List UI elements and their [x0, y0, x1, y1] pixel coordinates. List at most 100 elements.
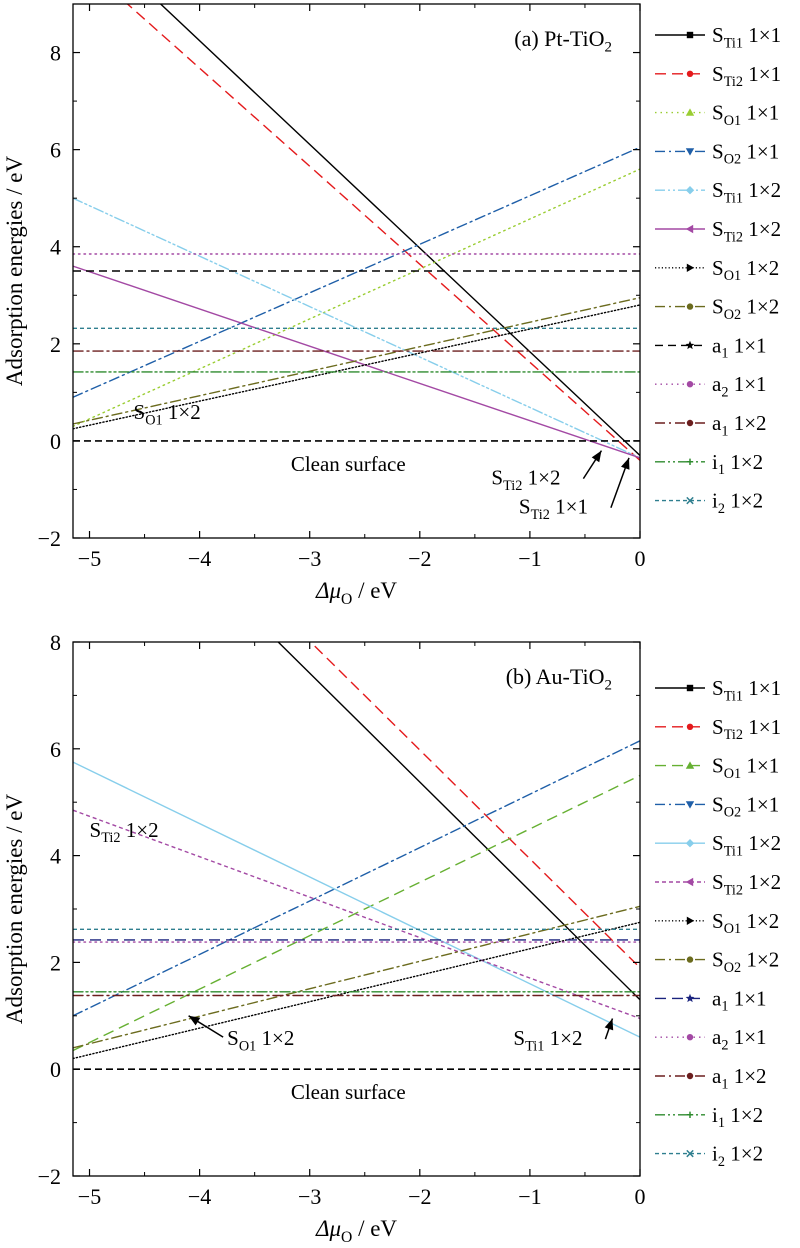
reference-line-label: Clean surface [291, 452, 406, 476]
legend-item-so1-1-1: SO1 1×1 [655, 754, 779, 782]
legend-marker [686, 458, 694, 465]
x-tick-label: −4 [188, 546, 211, 571]
annotation-arrow-head [591, 450, 602, 463]
series-line-sti2-1-2 [73, 809, 640, 1020]
legend-label: a2 1×1 [712, 372, 767, 400]
series-line-so1-1-1 [73, 168, 640, 428]
panel-b: Clean surface −5 −4 −3 −2 −1 0 −2 0 2 4 6 8 ΔμO / eV A… [2, 630, 781, 1246]
x-tick-label: −5 [78, 1184, 101, 1209]
legend-label: STi2 1×2 [712, 217, 781, 245]
y-tick-label: 0 [50, 1057, 61, 1082]
y-tick-label: 4 [50, 235, 61, 260]
legend-label: a1 1×1 [712, 986, 767, 1014]
x-tick-label: −1 [518, 1184, 541, 1209]
legend-item-sti1-1-1: STi1 1×1 [655, 676, 781, 704]
legend-item-a2-1-1: a2 1×1 [655, 372, 767, 400]
legend-item-i2-1-2: i2 1×2 [655, 489, 763, 517]
legend-marker [686, 70, 694, 78]
legend-marker [686, 263, 695, 272]
legend-marker [685, 877, 694, 887]
x-tick-label: 0 [635, 546, 646, 571]
plot-area [73, 4, 640, 461]
legend-marker [686, 496, 694, 505]
x-axis-label: ΔμO / eV [315, 1216, 397, 1246]
x-tick-label: −4 [188, 1184, 211, 1209]
legend-item-sti2-1-2: STi2 1×2 [655, 870, 781, 898]
x-axis-label: ΔμO / eV [315, 578, 397, 608]
legend-item-so1-1-2: SO1 1×2 [655, 909, 779, 937]
legend-item-so1-1-1: SO1 1×1 [655, 101, 779, 129]
annotation-arrow-head [604, 1018, 614, 1031]
legend-label: STi1 1×1 [712, 23, 781, 51]
legend-label: a1 1×1 [712, 333, 767, 361]
legend-marker [686, 916, 695, 925]
legend-marker [686, 1034, 694, 1041]
legend-marker [686, 1149, 694, 1158]
legend-item-a2-1-1: a2 1×1 [655, 1025, 767, 1053]
x-tick-label: −5 [78, 546, 101, 571]
y-tick-label: −2 [38, 1164, 61, 1189]
panel-title: (a) Pt-TiO2 [514, 26, 612, 56]
legend-marker [685, 186, 695, 195]
legend-item-so2-1-1: SO2 1×1 [655, 792, 779, 821]
series-line-sti2-1-1 [126, 4, 640, 461]
legend-marker [686, 723, 694, 730]
series-line-so2-1-2 [73, 297, 640, 425]
legend-marker [685, 340, 695, 350]
legend-marker [685, 148, 695, 156]
y-axis-label: Adsorption energies / eV [2, 156, 27, 387]
annotation-arrow-head [621, 457, 630, 470]
legend-marker [686, 381, 694, 388]
legend-marker [686, 1072, 694, 1080]
legend-label: SO2 1×1 [712, 139, 779, 167]
series-line-sti2-1-2 [73, 265, 640, 459]
legend-item-a1-1-1: a1 1×1 [655, 333, 767, 362]
legend-label: i2 1×2 [712, 489, 763, 517]
y-tick-label: 6 [50, 737, 61, 762]
series-line-so2-1-1 [73, 740, 640, 1017]
x-tick-label: −1 [518, 546, 541, 571]
y-tick-label: 0 [50, 429, 61, 454]
legend: STi1 1×1 STi2 1×1 SO1 1×1 SO2 1×1 STi1 1×2 ST… [655, 23, 781, 517]
legend-label: SO1 1×1 [712, 754, 779, 782]
legend-item-a1-1-2: a1 1×2 [655, 1064, 767, 1092]
legend-item-so2-1-1: SO2 1×1 [655, 139, 779, 168]
legend-label: SO1 1×2 [712, 909, 779, 937]
series-line-sti1-1-1 [159, 4, 640, 456]
legend-marker [686, 303, 694, 310]
legend-item-sti2-1-2: STi2 1×2 [655, 217, 781, 245]
legend-label: a1 1×2 [712, 411, 767, 439]
annotation-sti2-1-2: STi2 1×2 [90, 818, 159, 846]
legend-marker [686, 684, 694, 692]
legend-item-so2-1-2: SO2 1×2 [655, 948, 779, 976]
legend-label: SO2 1×2 [712, 948, 779, 976]
legend-label: SO2 1×1 [712, 792, 779, 820]
y-tick-label: 8 [50, 630, 61, 655]
annotation-arrow-head [188, 1015, 201, 1026]
legend-label: i1 1×2 [712, 1103, 763, 1131]
plot-area [73, 642, 640, 1070]
legend-item-sti1-1-1: STi1 1×1 [655, 23, 781, 51]
legend-item-so2-1-2: SO2 1×2 [655, 295, 779, 323]
axes-frame [72, 3, 641, 539]
annotation-sti1-1-2: STi1 1×2 [513, 1026, 582, 1054]
legend-marker [686, 1111, 694, 1118]
y-tick-label: 8 [50, 41, 61, 66]
legend-item-sti2-1-1: STi2 1×1 [655, 715, 781, 743]
legend-item-a1-1-2: a1 1×2 [655, 411, 767, 439]
x-tick-label: −2 [408, 546, 431, 571]
legend-marker [686, 956, 694, 963]
legend-marker [685, 108, 695, 116]
legend-marker [685, 993, 695, 1003]
y-axis-label: Adsorption energies / eV [2, 794, 27, 1025]
legend-item-i1-1-2: i1 1×2 [655, 1103, 763, 1131]
legend-label: STi1 1×2 [712, 831, 781, 859]
legend-item-so1-1-2: SO1 1×2 [655, 256, 779, 284]
legend-label: STi1 1×2 [712, 178, 781, 206]
annotation-sti2-1-1: STi2 1×1 [519, 495, 588, 523]
y-tick-label: 2 [50, 950, 61, 975]
legend-label: i1 1×2 [712, 450, 763, 478]
x-tick-label: −3 [298, 546, 321, 571]
legend-label: a1 1×2 [712, 1064, 767, 1092]
legend-label: STi2 1×1 [712, 62, 781, 90]
